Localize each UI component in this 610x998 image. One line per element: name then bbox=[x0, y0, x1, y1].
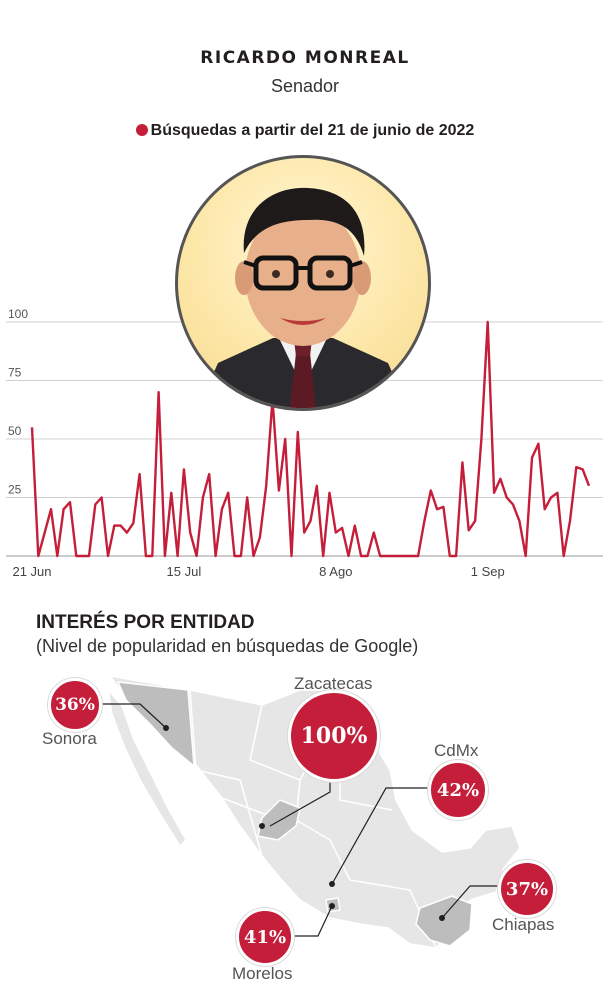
label-chiapas: Chiapas bbox=[492, 915, 555, 934]
bubble-sonora: 36% bbox=[48, 678, 102, 732]
bubble-cdmx: 42% bbox=[428, 760, 488, 820]
label-morelos: Morelos bbox=[232, 964, 293, 983]
leader-dots bbox=[163, 725, 445, 921]
state-sonora bbox=[116, 681, 195, 768]
portrait-illustration bbox=[198, 187, 408, 408]
bubble-zacatecas: 100% bbox=[288, 690, 380, 782]
portrait-image bbox=[175, 155, 431, 411]
legend-dot-icon bbox=[135, 124, 148, 136]
baja-peninsula bbox=[106, 687, 187, 848]
y-tick-label: 50 bbox=[8, 424, 22, 438]
bubble-morelos: 41% bbox=[236, 908, 294, 966]
y-tick-label: 75 bbox=[8, 366, 22, 380]
state-zacatecas bbox=[257, 799, 301, 841]
y-tick-label: 25 bbox=[8, 483, 22, 497]
map-title: INTERÉS POR ENTIDAD bbox=[36, 612, 255, 633]
x-tick-label: 1 Sep bbox=[471, 564, 505, 579]
x-tick-label: 21 Jun bbox=[12, 564, 51, 579]
state-chiapas bbox=[415, 895, 473, 947]
y-tick-label: 100 bbox=[8, 307, 28, 321]
y-axis-labels: 25 50 75 100 bbox=[8, 307, 28, 497]
chart-subtitle: Senador bbox=[270, 76, 340, 96]
x-axis-labels: 21 Jun 15 Jul 8 Ago 1 Sep bbox=[12, 564, 504, 579]
series-line bbox=[30, 320, 591, 558]
legend: Búsquedas a partir del 21 de junio de 20… bbox=[0, 122, 610, 140]
chart-title: RICARDO MONREAL bbox=[200, 48, 410, 68]
x-tick-label: 15 Jul bbox=[167, 564, 202, 579]
label-cdmx: CdMx bbox=[434, 741, 479, 760]
label-sonora: Sonora bbox=[42, 729, 97, 748]
map-subtitle: (Nivel de popularidad en búsquedas de Go… bbox=[36, 636, 419, 656]
bubble-chiapas: 37% bbox=[498, 860, 556, 918]
legend-label: Búsquedas a partir del 21 de junio de 20… bbox=[150, 122, 475, 139]
label-zacatecas: Zacatecas bbox=[294, 674, 373, 693]
chart-series bbox=[30, 320, 591, 558]
x-tick-label: 8 Ago bbox=[319, 564, 352, 579]
